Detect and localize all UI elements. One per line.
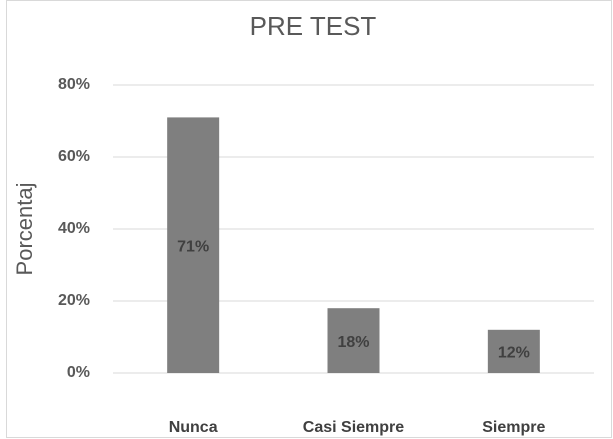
- data-label: 12%: [498, 345, 530, 362]
- chart-title: PRE TEST: [250, 11, 377, 41]
- bar: [167, 117, 220, 374]
- y-tick-label: 20%: [58, 292, 90, 309]
- x-tick-label: Siempre: [482, 419, 545, 436]
- bar: [487, 329, 540, 373]
- y-tick-label: 0%: [67, 364, 90, 381]
- data-label: 71%: [177, 238, 209, 255]
- y-tick-label: 40%: [58, 220, 90, 237]
- y-tick-label: 80%: [58, 76, 90, 93]
- y-axis-label: Porcentaj: [12, 183, 37, 276]
- y-tick-label: 60%: [58, 148, 90, 165]
- x-tick-label: Nunca: [169, 419, 218, 436]
- data-label: 18%: [337, 334, 369, 351]
- x-tick-label: Casi Siempre: [303, 419, 404, 436]
- bar: [327, 308, 380, 373]
